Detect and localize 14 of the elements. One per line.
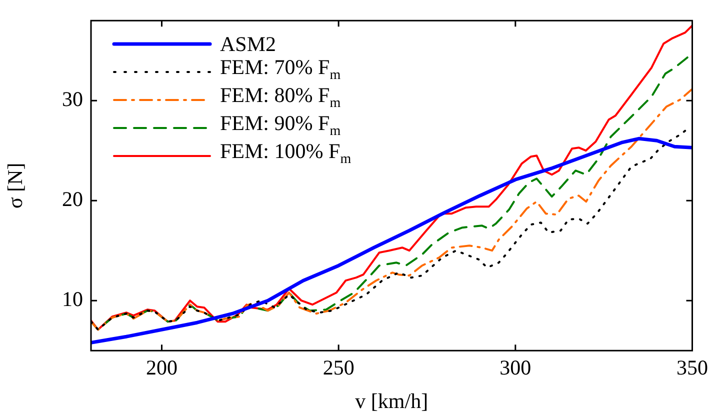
x-tick-label: 200 bbox=[146, 356, 178, 380]
x-axis-title: v [km/h] bbox=[355, 388, 428, 413]
y-tick-label: 30 bbox=[62, 87, 83, 112]
x-tick-label: 250 bbox=[322, 356, 354, 380]
y-tick-label: 10 bbox=[62, 287, 83, 312]
y-tick-label: 20 bbox=[62, 187, 83, 212]
legend-label: FEM: 90% F$_{m}$ bbox=[220, 111, 341, 140]
legend-label: FEM: 100% F$_{m}$ bbox=[220, 138, 352, 170]
legend-label: FEM: 70% F$_{m}$ bbox=[220, 55, 341, 84]
y-axis-title: σ [N] bbox=[3, 162, 28, 208]
legend-label: ASM2 bbox=[220, 31, 276, 58]
legend-label: FEM: 80% F$_{m}$ bbox=[220, 83, 341, 112]
x-tick-label: 300 bbox=[500, 356, 532, 380]
x-tick-label: 350 bbox=[676, 356, 708, 380]
